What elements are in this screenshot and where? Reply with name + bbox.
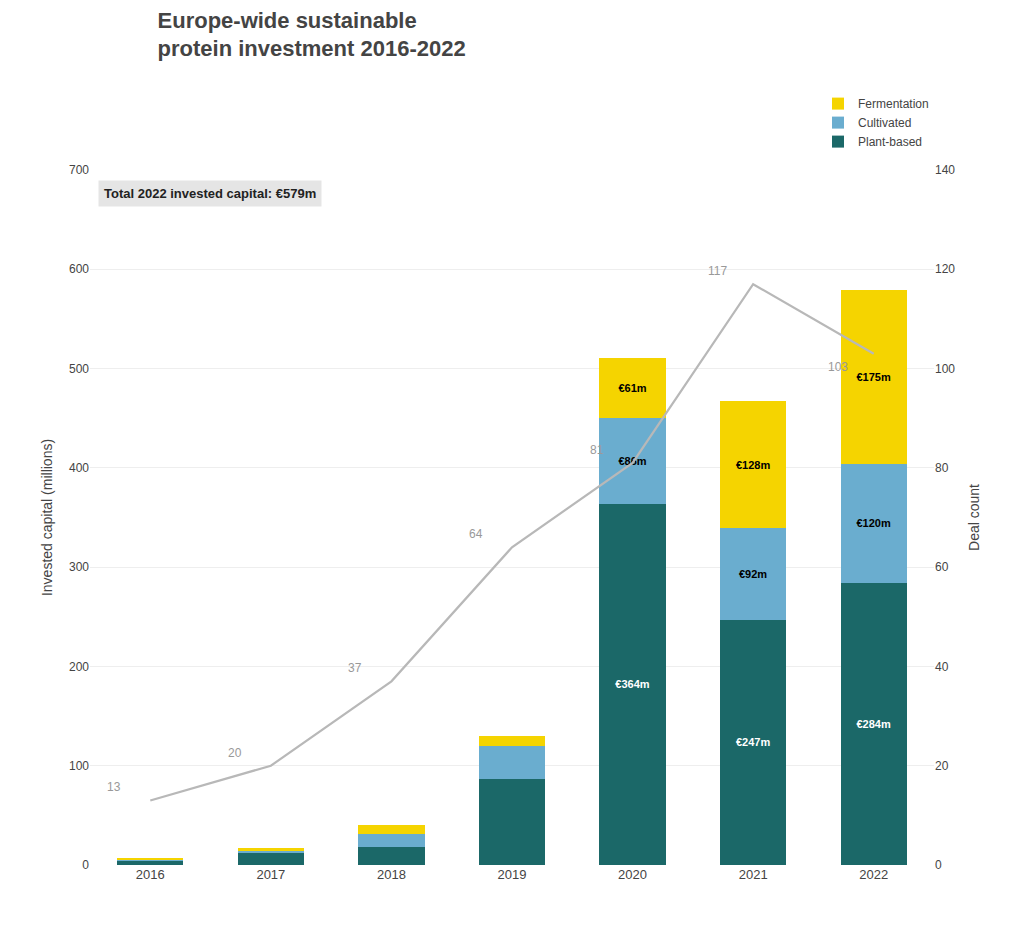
- svg-text:2016: 2016: [136, 867, 165, 882]
- svg-text:117: 117: [708, 264, 727, 278]
- svg-text:140: 140: [935, 163, 955, 177]
- svg-text:600: 600: [69, 262, 89, 276]
- svg-text:€86m: €86m: [618, 455, 646, 467]
- svg-text:2019: 2019: [498, 867, 527, 882]
- svg-text:Total 2022 invested capital: €: Total 2022 invested capital: €579m: [104, 186, 316, 201]
- svg-text:€61m: €61m: [618, 382, 646, 394]
- svg-text:100: 100: [69, 759, 89, 773]
- svg-text:20: 20: [935, 759, 949, 773]
- svg-text:103: 103: [828, 360, 848, 374]
- svg-text:€128m: €128m: [736, 459, 770, 471]
- svg-text:Plant-based: Plant-based: [858, 135, 922, 149]
- svg-text:200: 200: [69, 660, 89, 674]
- svg-text:2017: 2017: [256, 867, 285, 882]
- svg-text:Europe-wide sustainableprotein: Europe-wide sustainableprotein investmen…: [158, 8, 466, 62]
- svg-text:€120m: €120m: [856, 517, 890, 529]
- svg-text:400: 400: [69, 461, 89, 475]
- svg-text:60: 60: [935, 560, 949, 574]
- svg-text:80: 80: [935, 461, 949, 475]
- svg-text:64: 64: [469, 527, 483, 541]
- svg-text:2021: 2021: [739, 867, 768, 882]
- svg-text:€175m: €175m: [856, 371, 890, 383]
- svg-text:2020: 2020: [618, 867, 647, 882]
- svg-text:40: 40: [935, 660, 949, 674]
- svg-text:2018: 2018: [377, 867, 406, 882]
- svg-text:€364m: €364m: [615, 678, 649, 690]
- svg-text:37: 37: [348, 661, 362, 675]
- svg-text:€92m: €92m: [739, 568, 767, 580]
- svg-text:13: 13: [107, 780, 121, 794]
- svg-text:€284m: €284m: [856, 718, 890, 730]
- svg-text:Cultivated: Cultivated: [858, 116, 911, 130]
- svg-text:Fermentation: Fermentation: [858, 97, 929, 111]
- svg-text:20: 20: [228, 746, 242, 760]
- svg-text:0: 0: [82, 858, 89, 872]
- svg-text:2022: 2022: [859, 867, 888, 882]
- svg-text:Invested capital (millions): Invested capital (millions): [39, 439, 55, 596]
- svg-text:500: 500: [69, 362, 89, 376]
- svg-text:300: 300: [69, 560, 89, 574]
- svg-text:Deal count: Deal count: [966, 484, 982, 551]
- svg-text:81: 81: [590, 443, 604, 457]
- svg-text:700: 700: [69, 163, 89, 177]
- svg-text:0: 0: [935, 858, 942, 872]
- svg-text:120: 120: [935, 262, 955, 276]
- svg-text:100: 100: [935, 362, 955, 376]
- svg-text:€247m: €247m: [736, 736, 770, 748]
